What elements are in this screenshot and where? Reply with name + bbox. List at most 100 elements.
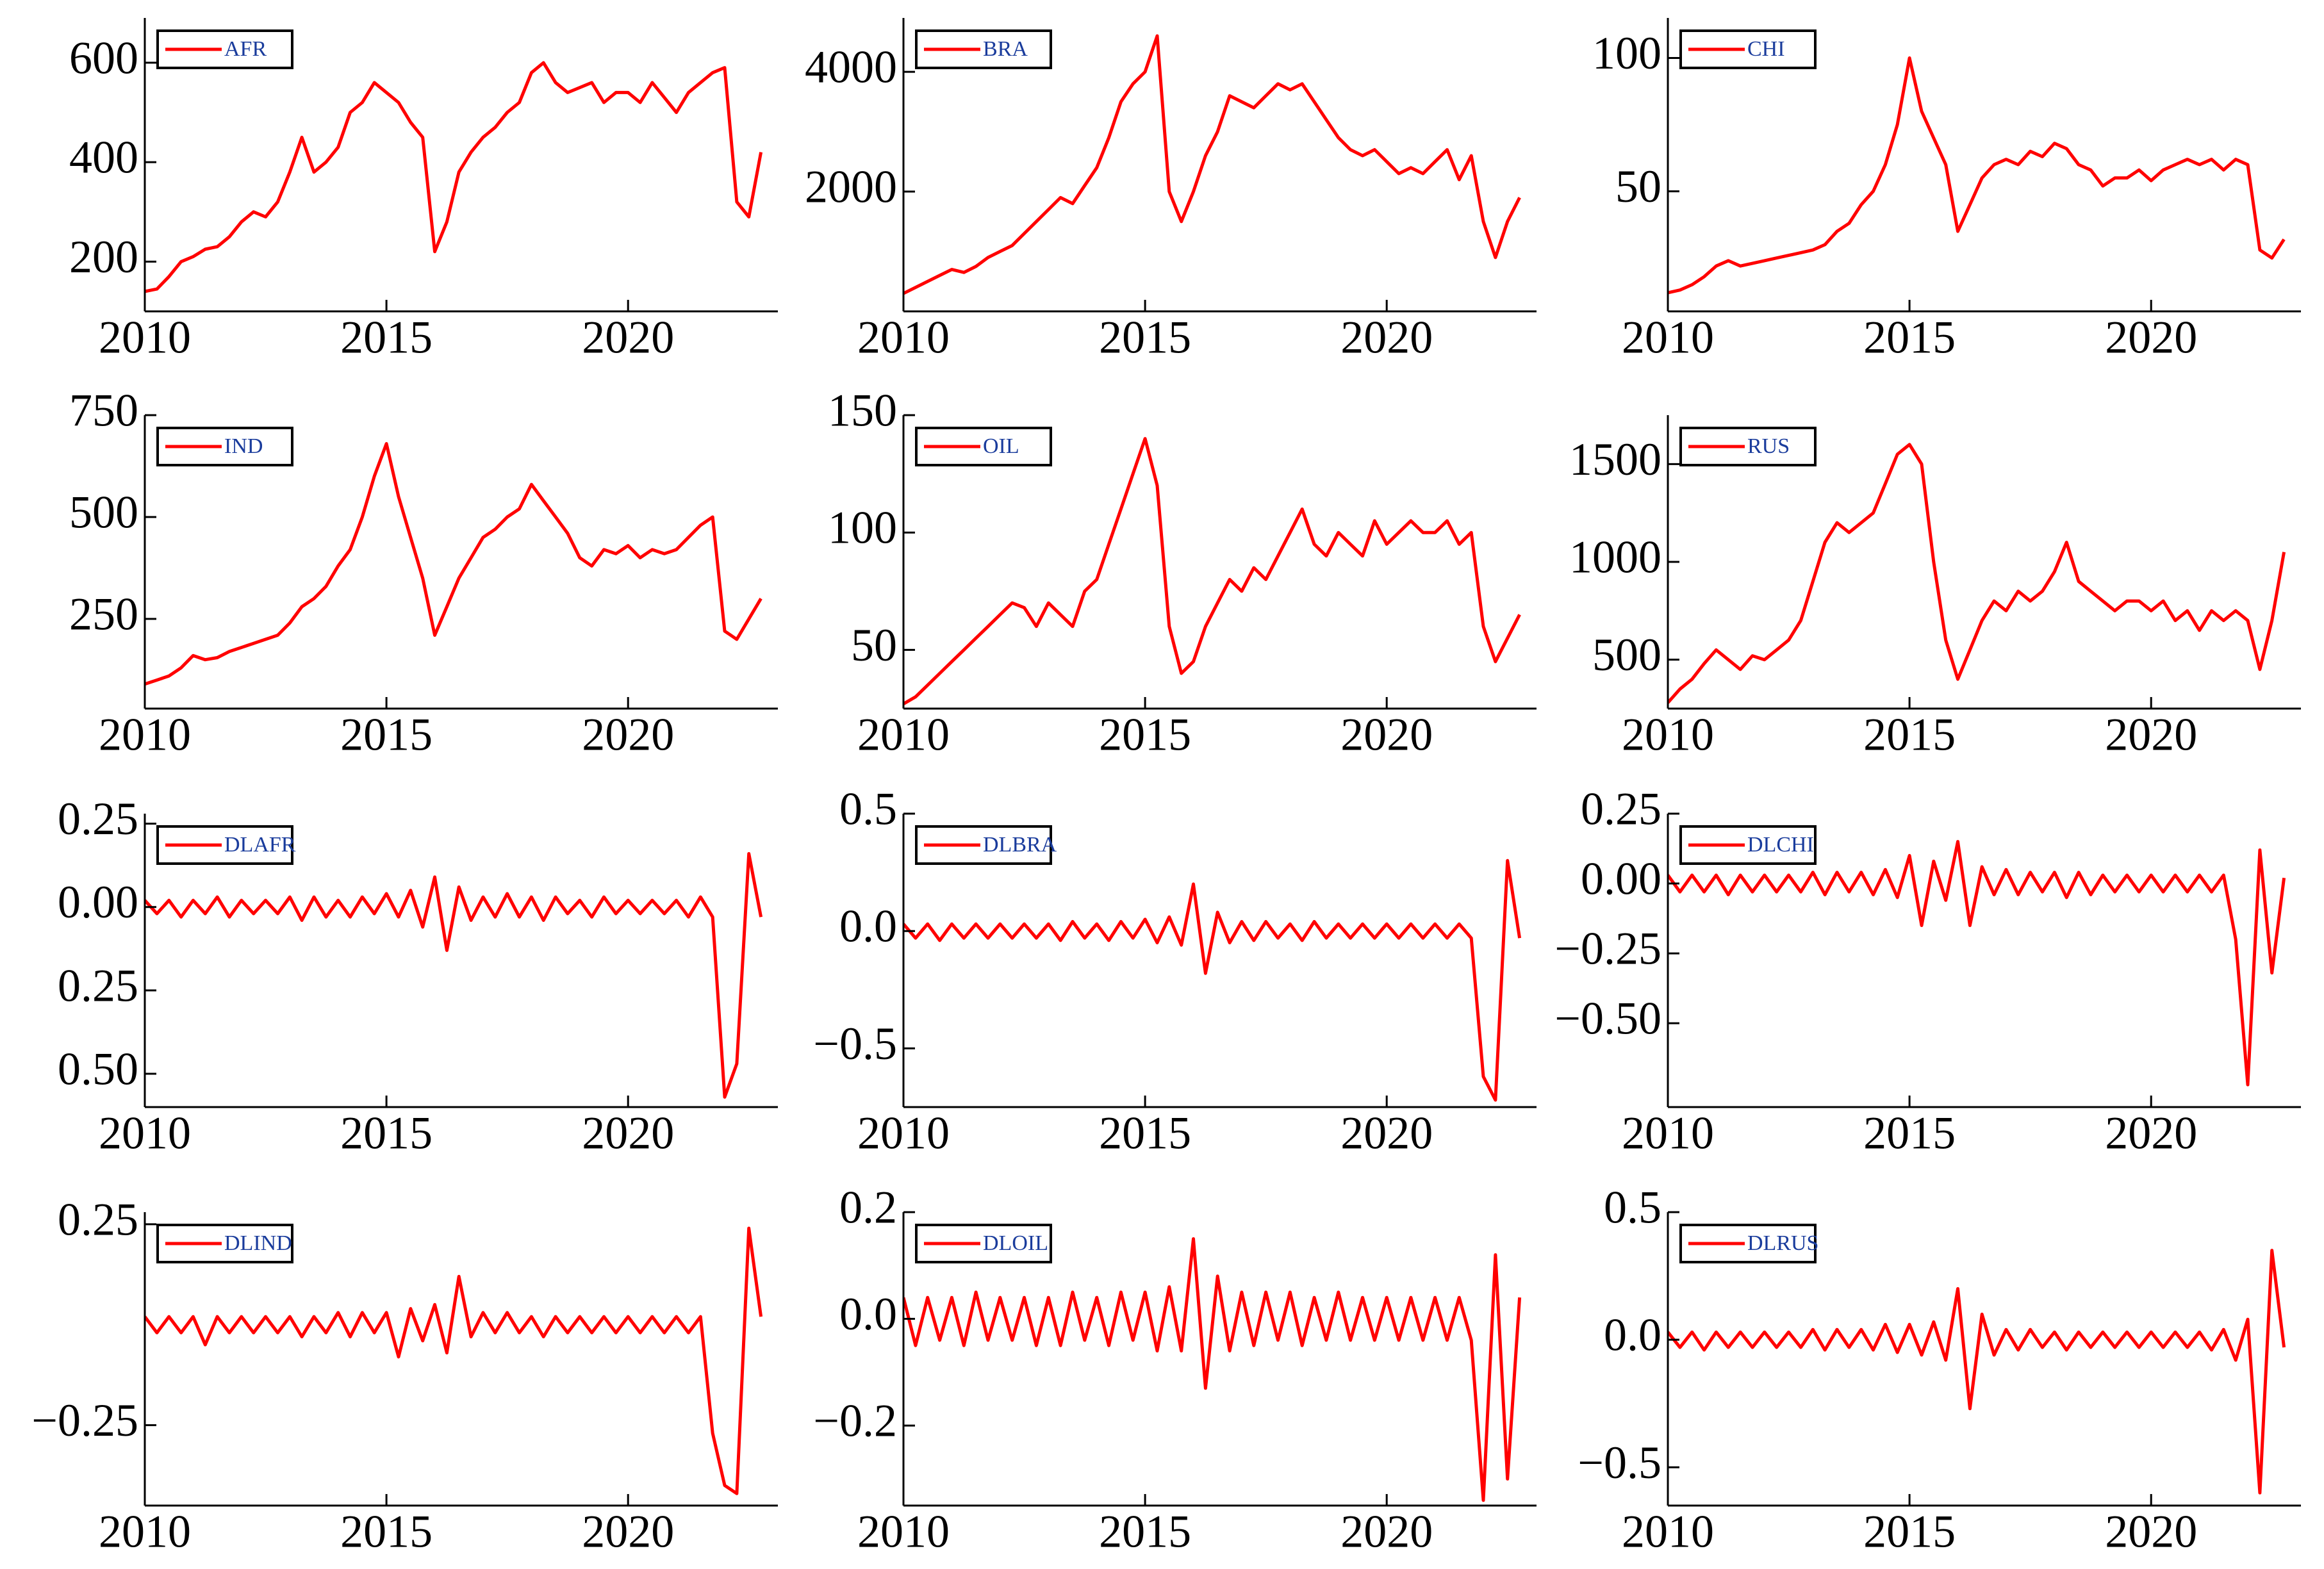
y-tick-label: 750 <box>69 385 138 436</box>
data-line <box>1668 1249 2286 1495</box>
x-tick-label: 2015 <box>1863 709 1956 760</box>
panel: AFR 200 400 600 2010 2015 2020 <box>69 18 778 363</box>
x-tick-label: 2010 <box>99 1506 191 1557</box>
data-line <box>903 1237 1522 1502</box>
x-tick-label: 2010 <box>857 312 950 363</box>
data-line <box>145 852 763 1099</box>
y-tick-label: 0.0 <box>1604 1310 1661 1361</box>
y-tick-label: 600 <box>69 32 138 83</box>
panel: DLCHI 0.25 0.00 −0.25 −0.50 2010 2015 2020 <box>1554 784 2301 1159</box>
x-tick-label: 2020 <box>582 1108 674 1159</box>
x-tick-label: 2010 <box>857 1108 950 1159</box>
y-tick-label: −0.25 <box>1554 923 1661 974</box>
x-tick-label: 2010 <box>99 1108 191 1159</box>
y-tick-label: 0.5 <box>839 784 897 835</box>
panel: OIL 50 100 150 2010 2015 2020 <box>828 385 1537 760</box>
legend-label: IND <box>224 434 263 458</box>
data-line <box>903 437 1521 705</box>
y-tick-label: 4000 <box>805 42 897 93</box>
y-tick-label: 150 <box>828 385 897 436</box>
legend-label: DLCHI <box>1747 833 1814 857</box>
data-line <box>145 61 763 293</box>
x-tick-label: 2010 <box>99 312 191 363</box>
y-tick-label: 0.25 <box>58 1194 138 1245</box>
panel: RUS 500 1000 1500 2010 2015 2020 <box>1569 415 2301 760</box>
panel: IND 250 500 750 2010 2015 2020 <box>69 385 778 760</box>
legend-label: CHI <box>1747 37 1785 61</box>
x-tick-label: 2020 <box>582 709 674 760</box>
x-tick-label: 2020 <box>1340 1108 1433 1159</box>
y-tick-label: 0.25 <box>58 793 138 844</box>
x-tick-label: 2020 <box>2105 709 2197 760</box>
x-tick-label: 2020 <box>1340 1506 1433 1557</box>
x-tick-label: 2015 <box>1099 1506 1191 1557</box>
legend-label: DLRUS <box>1747 1231 1818 1255</box>
x-tick-label: 2020 <box>1340 709 1433 760</box>
y-tick-label: 400 <box>69 132 138 183</box>
x-tick-label: 2010 <box>1622 312 1714 363</box>
x-tick-label: 2010 <box>857 709 950 760</box>
y-tick-label: 0.00 <box>1581 853 1661 905</box>
data-line <box>1668 840 2286 1087</box>
y-tick-label: 2000 <box>805 161 897 213</box>
x-tick-label: 2010 <box>99 709 191 760</box>
data-line <box>903 858 1522 1102</box>
panel: DLRUS 0.5 0.0 −0.5 2010 2015 2020 <box>1578 1182 2301 1557</box>
y-tick-label: −0.5 <box>813 1018 897 1069</box>
x-tick-label: 2015 <box>340 1506 433 1557</box>
y-tick-label: 1000 <box>1569 532 1661 583</box>
data-line <box>1668 443 2286 704</box>
legend-label: DLBRA <box>983 833 1057 857</box>
x-tick-label: 2015 <box>1099 1108 1191 1159</box>
y-tick-label: 0.2 <box>839 1182 897 1233</box>
legend-label: DLOIL <box>983 1231 1048 1255</box>
legend-label: RUS <box>1747 434 1790 458</box>
y-tick-label: 500 <box>1592 629 1661 680</box>
x-tick-label: 2020 <box>2105 1506 2197 1557</box>
x-tick-label: 2015 <box>340 312 433 363</box>
panel: DLBRA 0.5 0.0 −0.5 2010 2015 2020 <box>813 784 1537 1159</box>
x-tick-label: 2010 <box>1622 1506 1714 1557</box>
x-tick-label: 2020 <box>582 312 674 363</box>
x-tick-label: 2010 <box>857 1506 950 1557</box>
y-tick-label: 0.5 <box>1604 1182 1661 1233</box>
legend-label: DLIND <box>224 1231 292 1255</box>
y-tick-label: −0.5 <box>1578 1437 1661 1488</box>
y-tick-label: −0.50 <box>1554 993 1661 1044</box>
y-tick-label: 100 <box>1592 28 1661 79</box>
x-tick-label: 2015 <box>1863 312 1956 363</box>
legend-label: DLAFR <box>224 833 296 857</box>
y-tick-label: 1500 <box>1569 434 1661 485</box>
x-tick-label: 2010 <box>1622 1108 1714 1159</box>
y-tick-label: 0.00 <box>58 876 138 928</box>
y-tick-label: 0.0 <box>839 901 897 952</box>
data-line <box>145 1226 763 1495</box>
y-tick-label: 100 <box>828 502 897 554</box>
data-line <box>1668 56 2286 295</box>
y-tick-label: −0.2 <box>813 1395 897 1447</box>
y-tick-label: 500 <box>69 487 138 538</box>
data-line <box>145 442 762 686</box>
y-tick-label: 0.50 <box>58 1043 138 1094</box>
x-tick-label: 2020 <box>1340 312 1433 363</box>
x-tick-label: 2020 <box>582 1506 674 1557</box>
x-tick-label: 2015 <box>1099 312 1191 363</box>
legend-label: BRA <box>983 37 1028 61</box>
y-tick-label: 50 <box>851 620 897 671</box>
y-tick-label: 50 <box>1615 161 1661 212</box>
y-tick-label: 0.0 <box>839 1288 897 1340</box>
x-tick-label: 2015 <box>1863 1506 1956 1557</box>
x-tick-label: 2020 <box>2105 1108 2197 1159</box>
y-tick-label: 250 <box>69 589 138 640</box>
x-tick-label: 2020 <box>2105 312 2197 363</box>
legend-label: AFR <box>224 37 267 61</box>
x-tick-label: 2010 <box>1622 709 1714 760</box>
panel: BRA 2000 4000 2010 2015 2020 <box>805 18 1537 363</box>
data-line <box>903 34 1521 295</box>
y-tick-label: 0.25 <box>58 960 138 1011</box>
legend-label: OIL <box>983 434 1019 458</box>
y-tick-label: −0.25 <box>31 1395 138 1446</box>
x-tick-label: 2015 <box>340 1108 433 1159</box>
